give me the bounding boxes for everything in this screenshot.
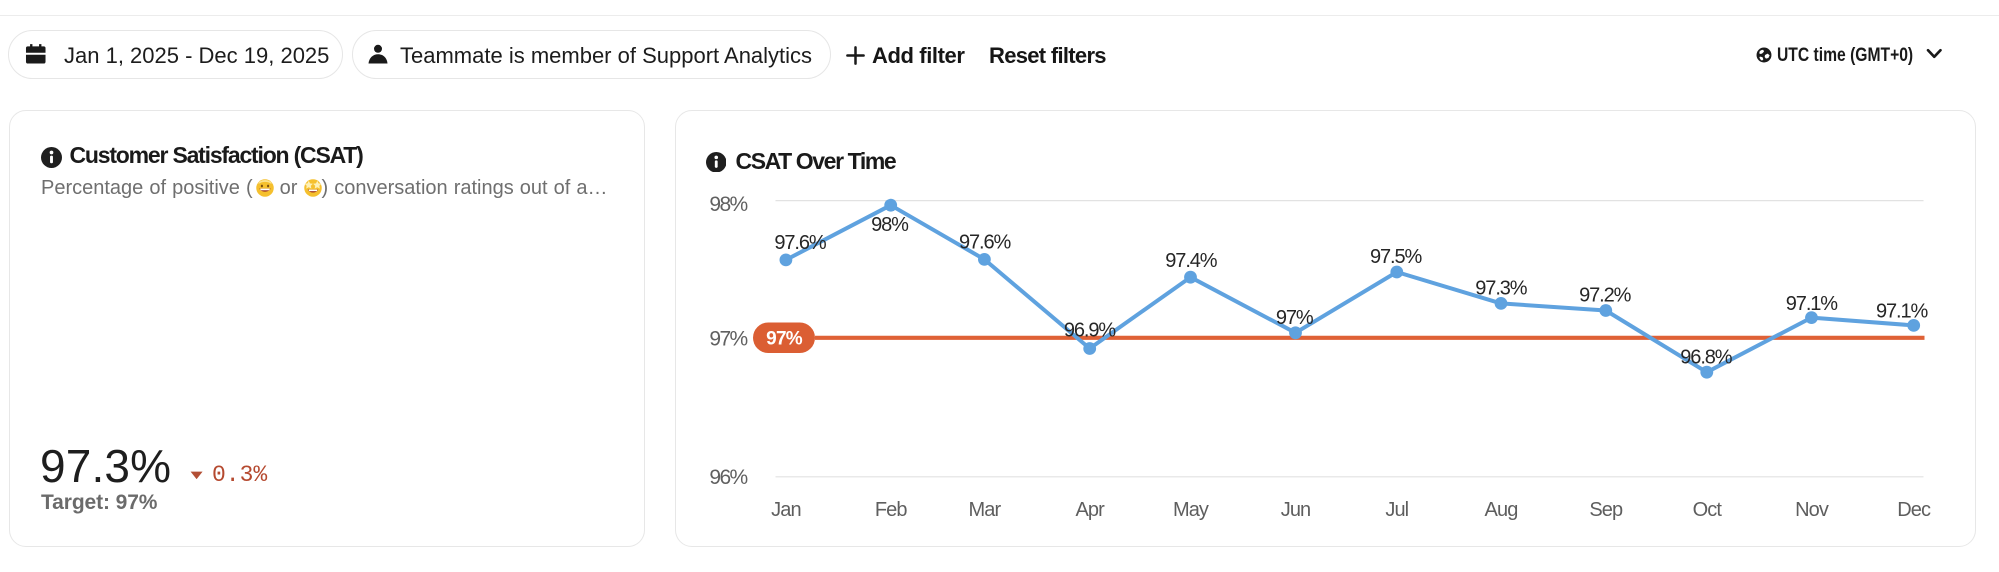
svg-text:98%: 98% (709, 193, 747, 216)
svg-text:Jan: Jan (771, 499, 801, 521)
svg-text:97%: 97% (766, 328, 803, 349)
svg-text:97.3%: 97.3% (1475, 278, 1528, 300)
svg-text:98%: 98% (871, 214, 909, 236)
svg-text:Nov: Nov (1795, 499, 1829, 521)
svg-text:97.1%: 97.1% (1786, 293, 1839, 315)
svg-text:97.2%: 97.2% (1579, 285, 1632, 307)
svg-text:Mar: Mar (969, 499, 1002, 521)
svg-text:97.1%: 97.1% (1876, 301, 1929, 323)
svg-text:Apr: Apr (1075, 499, 1105, 521)
svg-text:96%: 96% (709, 466, 747, 489)
svg-text:May: May (1173, 499, 1209, 521)
svg-text:97%: 97% (709, 328, 747, 351)
svg-text:97.6%: 97.6% (959, 231, 1012, 253)
svg-text:Dec: Dec (1897, 499, 1931, 521)
svg-text:96.8%: 96.8% (1680, 347, 1733, 369)
svg-text:Aug: Aug (1485, 499, 1518, 521)
svg-text:97.6%: 97.6% (774, 232, 827, 254)
svg-text:Jul: Jul (1385, 499, 1408, 521)
svg-text:Sep: Sep (1589, 499, 1623, 521)
svg-text:Oct: Oct (1693, 499, 1723, 521)
svg-text:96.9%: 96.9% (1064, 320, 1117, 342)
svg-text:Jun: Jun (1281, 499, 1311, 521)
svg-text:Feb: Feb (875, 499, 908, 521)
svg-text:97.5%: 97.5% (1370, 246, 1423, 268)
svg-text:97.4%: 97.4% (1165, 250, 1218, 272)
svg-text:97%: 97% (1276, 307, 1314, 329)
